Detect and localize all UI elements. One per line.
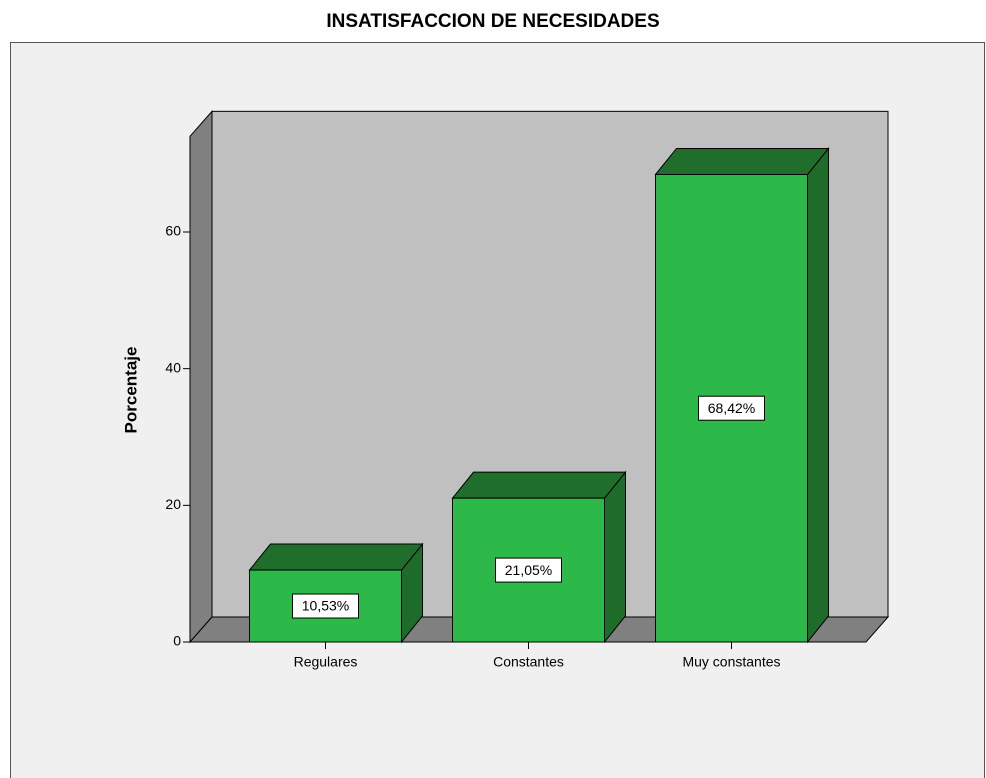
y-tick-label: 60 (165, 223, 181, 239)
x-tick-label: Regulares (294, 654, 358, 670)
bar-top (248, 543, 424, 571)
bar-top (451, 471, 627, 499)
bar-side (807, 147, 829, 644)
bar-side (604, 470, 626, 644)
value-label: 21,05% (505, 562, 552, 578)
value-label-box (698, 395, 765, 421)
x-tick-label: Constantes (493, 654, 564, 670)
y-tick-label: 40 (165, 359, 181, 375)
y-tick-label: 0 (173, 633, 181, 649)
x-tick-label: Muy constantes (682, 654, 780, 670)
bar-top (654, 147, 830, 175)
chart-title: INSATISFACCION DE NECESIDADES (326, 11, 659, 32)
value-label: 10,53% (302, 598, 349, 614)
y-axis-label: Porcentaje (121, 347, 140, 434)
value-label-box (495, 557, 562, 583)
value-label: 68,42% (708, 400, 755, 416)
y-tick-label: 20 (165, 496, 181, 512)
left-wall (189, 110, 213, 644)
value-label-box (292, 593, 359, 619)
